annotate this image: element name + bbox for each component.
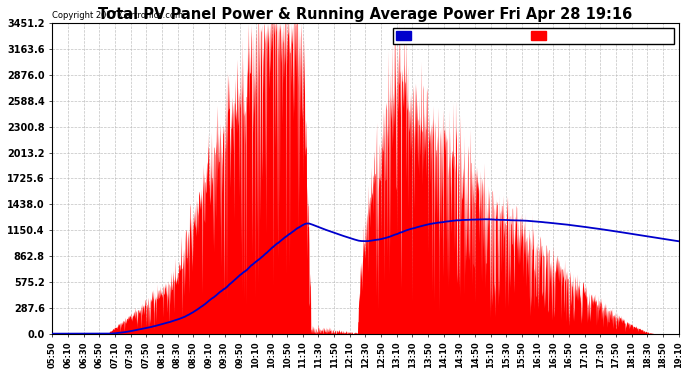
Text: Copyright 2017 Cartronics.com: Copyright 2017 Cartronics.com xyxy=(52,11,184,20)
Title: Total PV Panel Power & Running Average Power Fri Apr 28 19:16: Total PV Panel Power & Running Average P… xyxy=(98,7,633,22)
Legend: Average (DC Watts), PV Panels (DC Watts): Average (DC Watts), PV Panels (DC Watts) xyxy=(393,28,673,44)
